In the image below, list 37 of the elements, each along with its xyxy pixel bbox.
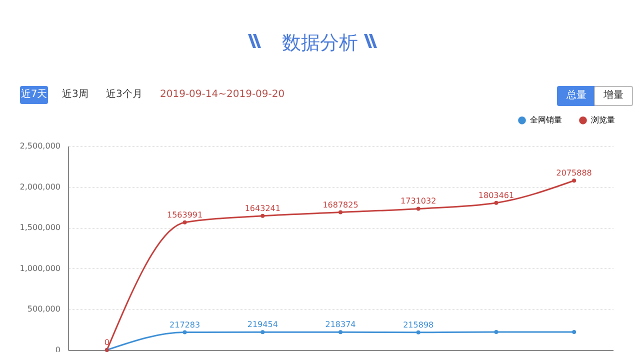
point bbox=[182, 330, 187, 334]
point bbox=[494, 330, 498, 334]
data-label: 215898 bbox=[403, 320, 434, 330]
text: 增量 bbox=[594, 86, 633, 106]
point bbox=[260, 214, 265, 218]
point bbox=[572, 178, 576, 183]
text: 近3周 bbox=[62, 88, 88, 102]
point bbox=[260, 330, 265, 334]
data-label: 217283 bbox=[170, 320, 200, 330]
data-label: 2075888 bbox=[556, 168, 592, 178]
point bbox=[572, 330, 576, 334]
data-label: 1563991 bbox=[166, 210, 203, 220]
data-label: 218374 bbox=[325, 320, 356, 330]
point bbox=[338, 210, 342, 214]
data-label: 0 bbox=[104, 338, 110, 347]
point bbox=[416, 206, 420, 211]
data-label: 1687825 bbox=[322, 200, 358, 210]
data-label: 1803461 bbox=[478, 190, 514, 200]
text: 总量 bbox=[557, 86, 596, 106]
legend-label: 浏览量 bbox=[591, 115, 615, 124]
y-tick-label: 500,000 bbox=[27, 304, 60, 314]
y-tick-label: 2,000,000 bbox=[20, 182, 60, 192]
point bbox=[338, 330, 342, 334]
point bbox=[494, 200, 498, 205]
y-tick-label: 2,500,000 bbox=[20, 142, 60, 150]
chart-title: 数据分析 bbox=[281, 31, 359, 56]
data-label: 1731032 bbox=[400, 196, 436, 206]
text: 2019-09-14~2019-09-20 bbox=[160, 88, 285, 102]
point bbox=[416, 330, 420, 334]
text: 近7天 bbox=[20, 86, 48, 104]
text: 近3个月 bbox=[106, 88, 142, 102]
legend-label: 全网销量 bbox=[530, 115, 562, 124]
data-label: 1643241 bbox=[244, 204, 280, 213]
data-label: 219454 bbox=[247, 320, 278, 330]
y-tick-label: 1,000,000 bbox=[20, 264, 60, 273]
y-tick-label: 1,500,000 bbox=[20, 223, 60, 232]
point bbox=[182, 220, 187, 224]
